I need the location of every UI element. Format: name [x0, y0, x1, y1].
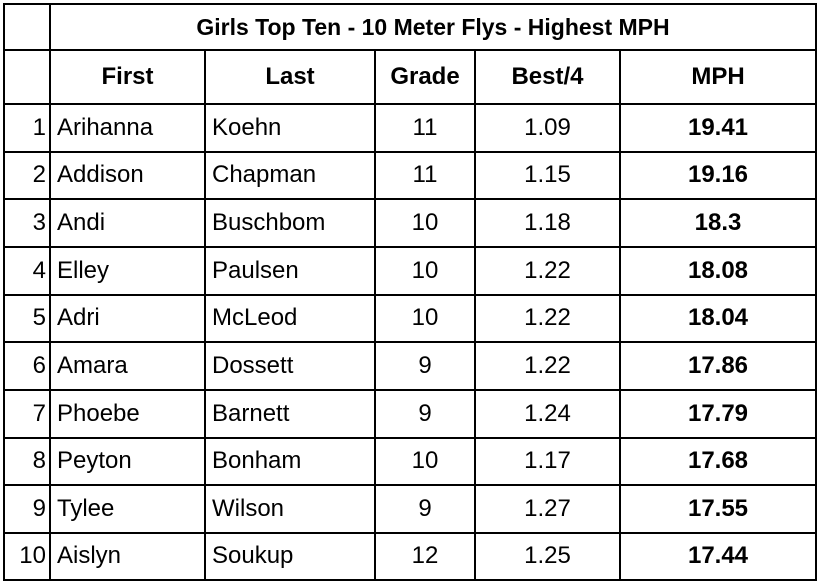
grade-cell: 11 — [374, 103, 476, 153]
rank-cell: 2 — [5, 150, 51, 201]
mph-cell: 18.08 — [619, 245, 815, 296]
first-name-cell: Tylee — [49, 484, 206, 534]
column-header: MPH — [619, 49, 815, 105]
best-cell: 1.25 — [474, 531, 621, 579]
data-row: 6 Amara Dossett 9 1.22 17.86 — [5, 341, 815, 391]
last-name-cell: Paulsen — [204, 245, 376, 296]
best-cell: 1.24 — [474, 388, 621, 439]
best-cell: 1.27 — [474, 484, 621, 534]
best-cell: 1.09 — [474, 103, 621, 153]
corner-cell — [5, 5, 51, 51]
grade-cell: 9 — [374, 388, 476, 439]
first-name-cell: Phoebe — [49, 388, 206, 439]
data-row: 9 Tylee Wilson 9 1.27 17.55 — [5, 484, 815, 534]
table-body: Girls Top Ten - 10 Meter Flys - Highest … — [5, 5, 815, 579]
data-row: 5 Adri McLeod 10 1.22 18.04 — [5, 293, 815, 344]
best-cell: 1.15 — [474, 150, 621, 201]
mph-cell: 18.04 — [619, 293, 815, 344]
table-title: Girls Top Ten - 10 Meter Flys - Highest … — [49, 5, 815, 51]
title-row: Girls Top Ten - 10 Meter Flys - Highest … — [5, 5, 815, 51]
data-row: 1 Arihanna Koehn 11 1.09 19.41 — [5, 103, 815, 153]
first-name-cell: Andi — [49, 198, 206, 248]
mph-cell: 19.41 — [619, 103, 815, 153]
last-name-cell: Soukup — [204, 531, 376, 579]
first-name-cell: Addison — [49, 150, 206, 201]
rank-cell: 10 — [5, 531, 51, 579]
first-name-cell: Elley — [49, 245, 206, 296]
data-row: 7 Phoebe Barnett 9 1.24 17.79 — [5, 388, 815, 439]
grade-cell: 9 — [374, 341, 476, 391]
first-name-cell: Arihanna — [49, 103, 206, 153]
mph-cell: 17.68 — [619, 436, 815, 487]
mph-cell: 18.3 — [619, 198, 815, 248]
data-row: 3 Andi Buschbom 10 1.18 18.3 — [5, 198, 815, 248]
mph-cell: 17.79 — [619, 388, 815, 439]
first-name-cell: Aislyn — [49, 531, 206, 579]
grade-cell: 12 — [374, 531, 476, 579]
best-cell: 1.22 — [474, 245, 621, 296]
data-row: 2 Addison Chapman 11 1.15 19.16 — [5, 150, 815, 201]
rank-cell: 7 — [5, 388, 51, 439]
last-name-cell: Buschbom — [204, 198, 376, 248]
table-frame: Girls Top Ten - 10 Meter Flys - Highest … — [3, 3, 817, 581]
last-name-cell: Wilson — [204, 484, 376, 534]
column-header: First — [49, 49, 206, 105]
last-name-cell: Chapman — [204, 150, 376, 201]
grade-cell: 10 — [374, 198, 476, 248]
first-name-cell: Peyton — [49, 436, 206, 487]
rank-cell: 5 — [5, 293, 51, 344]
header-row: First Last Grade Best/4 MPH — [5, 49, 815, 105]
column-header: Best/4 — [474, 49, 621, 105]
last-name-cell: McLeod — [204, 293, 376, 344]
rank-cell: 4 — [5, 245, 51, 296]
rank-cell: 1 — [5, 103, 51, 153]
grade-cell: 10 — [374, 293, 476, 344]
grade-cell: 11 — [374, 150, 476, 201]
rank-cell: 3 — [5, 198, 51, 248]
grade-cell: 10 — [374, 436, 476, 487]
last-name-cell: Barnett — [204, 388, 376, 439]
mph-cell: 17.86 — [619, 341, 815, 391]
best-cell: 1.18 — [474, 198, 621, 248]
data-row: 4 Elley Paulsen 10 1.22 18.08 — [5, 245, 815, 296]
mph-cell: 17.55 — [619, 484, 815, 534]
data-row: 10 Aislyn Soukup 12 1.25 17.44 — [5, 531, 815, 579]
first-name-cell: Adri — [49, 293, 206, 344]
last-name-cell: Koehn — [204, 103, 376, 153]
data-row: 8 Peyton Bonham 10 1.17 17.68 — [5, 436, 815, 487]
rank-cell: 6 — [5, 341, 51, 391]
last-name-cell: Dossett — [204, 341, 376, 391]
column-header: Last — [204, 49, 376, 105]
last-name-cell: Bonham — [204, 436, 376, 487]
table: Girls Top Ten - 10 Meter Flys - Highest … — [5, 5, 815, 579]
mph-cell: 17.44 — [619, 531, 815, 579]
grade-cell: 10 — [374, 245, 476, 296]
column-header: Grade — [374, 49, 476, 105]
mph-cell: 19.16 — [619, 150, 815, 201]
rank-cell: 8 — [5, 436, 51, 487]
first-name-cell: Amara — [49, 341, 206, 391]
grade-cell: 9 — [374, 484, 476, 534]
best-cell: 1.22 — [474, 293, 621, 344]
best-cell: 1.22 — [474, 341, 621, 391]
best-cell: 1.17 — [474, 436, 621, 487]
rank-cell: 9 — [5, 484, 51, 534]
rank-header-cell — [5, 49, 51, 105]
